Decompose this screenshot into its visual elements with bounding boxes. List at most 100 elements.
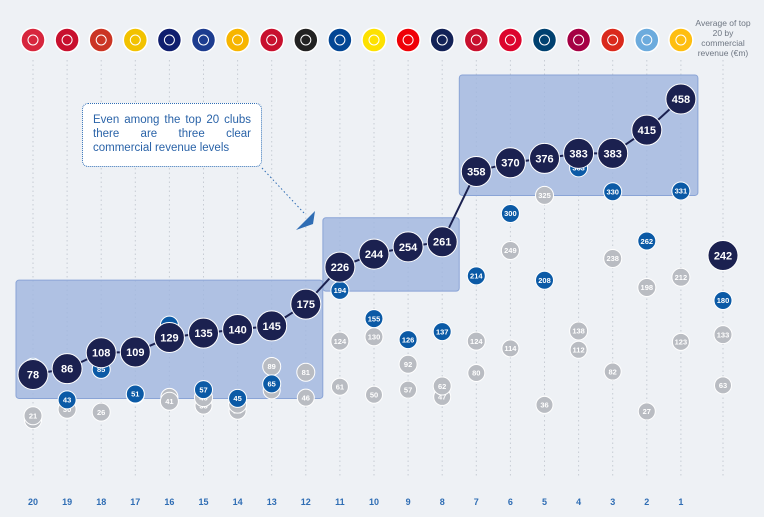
point-s2 (603, 182, 623, 202)
juventus-crest (293, 27, 319, 53)
point-s3 (637, 277, 657, 297)
fenerbahce-crest-detail (129, 34, 141, 46)
data-label-s3: 81 (302, 368, 310, 377)
point-s3 (671, 267, 691, 287)
data-label-s3: 138 (572, 327, 585, 336)
point-s3 (330, 331, 350, 351)
data-label-s3: 41 (165, 397, 173, 406)
annotation-text: Even among the top 20 clubs there are th… (93, 114, 251, 154)
ac-milan-crest (258, 27, 285, 53)
point-s1 (324, 251, 356, 283)
chelsea-crest-detail (334, 34, 346, 46)
data-label-s1: 383 (604, 148, 622, 160)
point-s4 (603, 362, 622, 381)
x-tick-label: 1 (678, 497, 683, 507)
borussia-dortmund-crest (361, 27, 387, 53)
data-label-s1: 109 (126, 347, 144, 359)
point-s4 (535, 395, 554, 414)
data-label-s4: 47 (438, 393, 446, 402)
average-label-4: 63 (719, 381, 727, 390)
point-s3 (569, 321, 589, 341)
data-label-s1: 458 (672, 94, 690, 106)
point-s4 (569, 340, 588, 359)
point-s1 (256, 310, 288, 342)
eintracht-frankfurt-crest (54, 27, 80, 53)
point-s2 (535, 270, 554, 290)
data-label-s1: 358 (467, 166, 485, 178)
point-s2 (194, 380, 213, 400)
data-label-s1: 129 (160, 332, 178, 344)
fenerbahce-crest (122, 27, 149, 53)
x-tick-label: 3 (610, 497, 615, 507)
point-s3 (296, 362, 316, 382)
tier-band-2 (322, 217, 460, 292)
point-s4 (501, 339, 520, 358)
point-s1 (392, 231, 424, 263)
point-s4 (330, 377, 349, 396)
data-label-s2: 137 (436, 327, 449, 336)
x-tick-label: 13 (267, 497, 277, 507)
data-label-s2: 126 (402, 335, 415, 344)
data-label-s2: 51 (131, 390, 139, 399)
point-s2 (500, 204, 520, 223)
data-label-s1: 383 (569, 148, 587, 160)
data-label-s4: 61 (336, 382, 344, 391)
data-label-s2: 45 (233, 394, 241, 403)
data-label-s2: 85 (97, 365, 105, 374)
x-tick-label: 2 (644, 497, 649, 507)
x-tick-label: 7 (474, 497, 479, 507)
x-tick-label: 10 (369, 497, 379, 507)
barcelona-crest (565, 27, 592, 53)
liverpool-crest-detail (470, 34, 482, 46)
point-s1 (460, 155, 492, 187)
point-s2 (671, 181, 691, 201)
point-s1 (597, 137, 629, 169)
data-label-s1: 415 (638, 125, 656, 137)
average-point-1 (707, 240, 739, 272)
point-s2 (364, 309, 384, 329)
olympique-lyonnais-crest-detail (198, 34, 209, 46)
x-tick-label: 19 (62, 497, 72, 507)
point-s2 (228, 388, 248, 408)
psg-crest (531, 27, 558, 53)
x-tick-label: 4 (576, 497, 581, 507)
data-label-s4: 50 (370, 390, 378, 399)
data-label-s2: 57 (199, 385, 207, 394)
manchester-city-crest-detail (641, 34, 653, 46)
data-label-s2: 330 (606, 187, 619, 196)
point-s1 (119, 336, 151, 368)
point-s2 (432, 322, 452, 342)
data-label-s4: 114 (504, 344, 517, 353)
x-tick-label: 14 (233, 497, 243, 507)
data-label-s3: 124 (334, 337, 347, 346)
manchester-united-crest-detail (607, 34, 619, 46)
psg-crest-detail (539, 34, 550, 46)
data-label-s3: 130 (368, 332, 381, 341)
point-s1 (631, 114, 663, 146)
rb-leipzig-crest-detail (27, 34, 39, 46)
point-s3 (398, 354, 418, 374)
x-tick-label: 20 (28, 497, 38, 507)
tier-band-3 (458, 74, 699, 196)
x-tick-label: 8 (440, 497, 445, 507)
point-s3 (603, 248, 623, 268)
average-point-3 (713, 325, 733, 345)
data-label-s2: 214 (470, 272, 483, 281)
data-label-s3: 26 (97, 408, 105, 417)
olympique-lyonnais-crest (190, 27, 217, 53)
data-label-s1: 254 (399, 242, 418, 254)
callout-connector (261, 167, 305, 214)
data-label-s4: 27 (643, 407, 651, 416)
point-s2 (262, 374, 282, 394)
point-s4 (467, 364, 486, 382)
barcelona-crest-detail (573, 34, 585, 46)
data-label-s2: 300 (504, 209, 517, 218)
atletico-madrid-crest-detail (95, 34, 107, 46)
x-tick-label: 12 (301, 497, 311, 507)
point-s3 (500, 240, 520, 260)
arsenal-crest-detail (402, 34, 414, 46)
galatasaray-crest (224, 27, 251, 53)
data-label-s1: 135 (194, 328, 212, 340)
point-s4 (671, 332, 690, 351)
data-label-s3: 124 (470, 337, 483, 346)
